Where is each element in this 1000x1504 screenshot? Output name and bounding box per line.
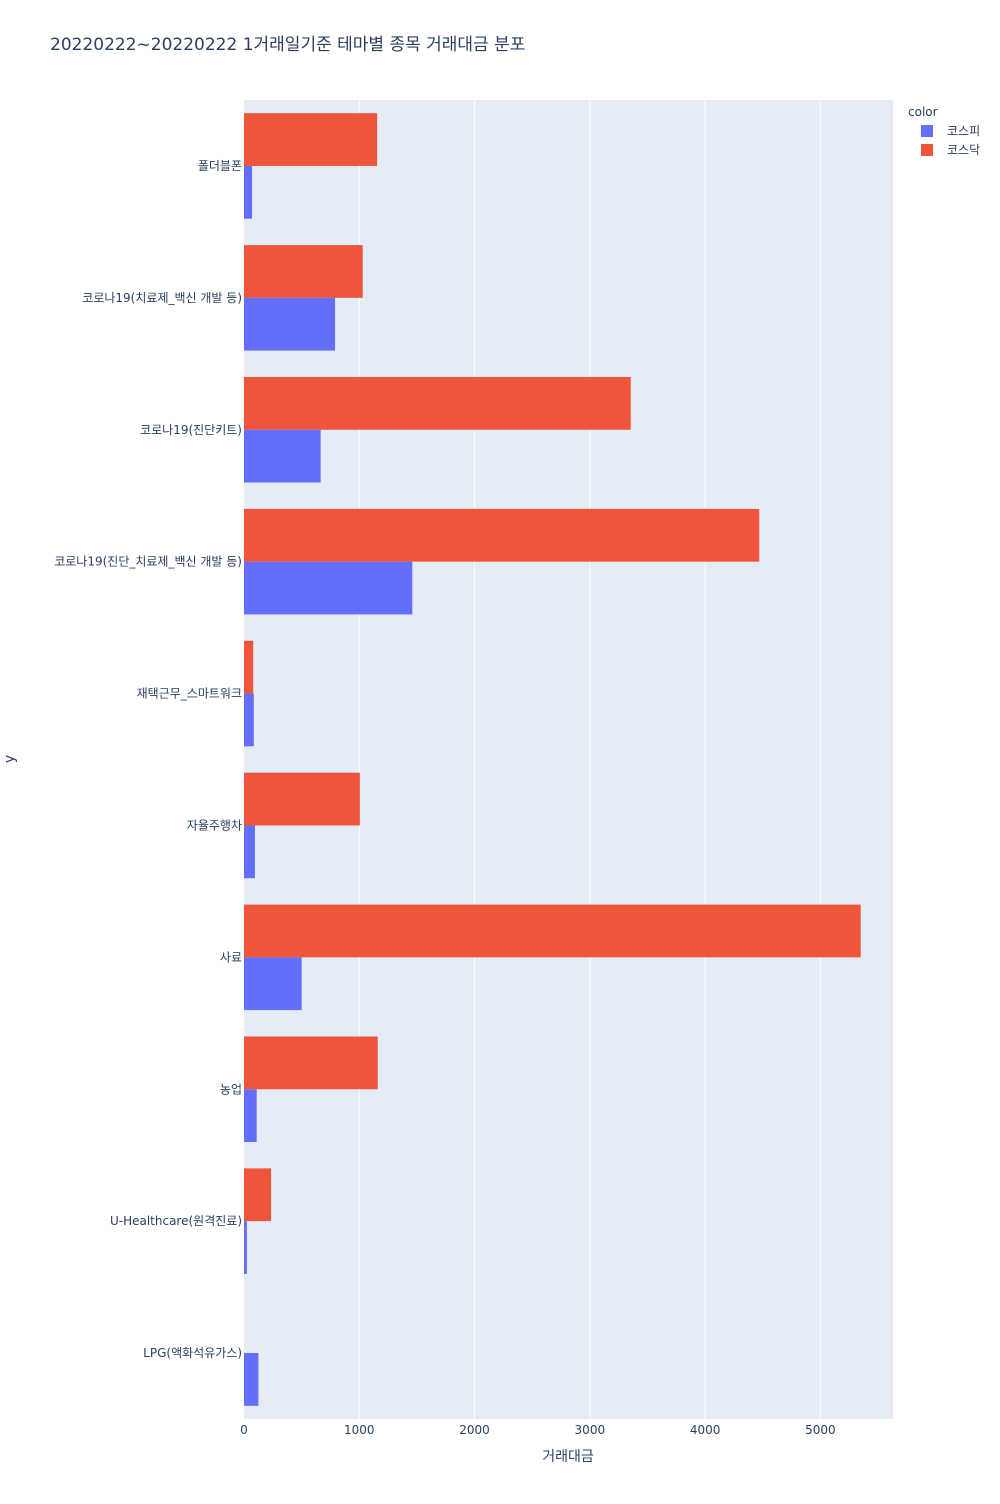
y-tick-label: 자율주행차 — [187, 817, 242, 832]
x-tick-label: 1000 — [344, 1423, 375, 1437]
legend-swatch[interactable] — [921, 125, 933, 137]
bar-kospi — [244, 1353, 259, 1406]
legend-title: color — [908, 105, 938, 119]
bar-kospi — [244, 825, 255, 879]
y-tick-label: LPG(액화석유가스) — [143, 1346, 242, 1360]
x-tick-label: 3000 — [575, 1423, 606, 1437]
bar-kospi — [244, 429, 321, 483]
legend-swatch[interactable] — [921, 144, 933, 156]
y-tick-label: U-Healthcare(원격진료) — [110, 1214, 242, 1228]
bar-kosdaq — [244, 640, 254, 694]
x-tick-label: 4000 — [690, 1423, 721, 1437]
y-tick-label: 코로나19(진단키트) — [140, 423, 242, 437]
bar-kosdaq — [244, 1168, 272, 1222]
y-tick-label: 농업 — [220, 1082, 242, 1096]
bar-kospi — [244, 297, 336, 351]
x-tick-label: 2000 — [459, 1423, 490, 1437]
bar-kospi — [244, 561, 413, 615]
bar-kospi — [244, 693, 254, 747]
x-tick-label: 0 — [240, 1423, 248, 1437]
bar-kosdaq — [244, 508, 760, 562]
bar-kospi — [244, 1221, 247, 1274]
bar-kosdaq — [244, 376, 631, 430]
bar-kosdaq — [244, 904, 861, 958]
bar-kosdaq — [244, 1036, 378, 1090]
legend-entry-label[interactable]: 코스닥 — [947, 143, 980, 157]
y-tick-label: 코로나19(진단_치료제_백신 개발 등) — [54, 555, 242, 569]
bar-layer — [244, 113, 861, 1406]
x-tick-label: 5000 — [805, 1423, 836, 1437]
bar-kosdaq — [244, 113, 378, 166]
x-axis-title: 거래대금 — [542, 1449, 594, 1465]
bar-kospi — [244, 1089, 257, 1143]
y-tick-label: 폴더블폰 — [198, 159, 242, 173]
bar-kosdaq — [244, 772, 360, 826]
grid-layer — [358, 100, 821, 1419]
legend-entry-label[interactable]: 코스피 — [947, 124, 980, 138]
plot-area — [244, 100, 893, 1419]
bar-kosdaq — [244, 245, 363, 298]
y-tick-label: 사료 — [220, 950, 242, 964]
y-tick-label: 재택근무_스마트워크 — [137, 687, 242, 701]
bar-kospi — [244, 957, 302, 1011]
bar-kospi — [244, 165, 253, 219]
chart-title: 20220222~20220222 1거래일기준 테마별 종목 거래대금 분포 — [50, 35, 525, 55]
y-axis-title: y — [2, 755, 18, 763]
y-tick-label: 코로나19(치료제_백신 개발 등) — [82, 291, 242, 305]
